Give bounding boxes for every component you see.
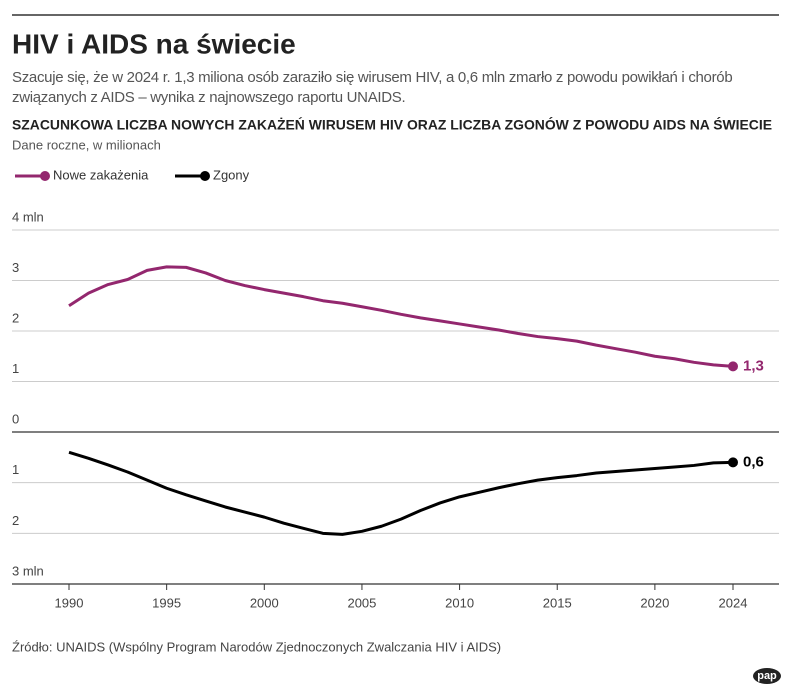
legend-label: Nowe zakażenia	[53, 167, 149, 182]
y-tick-label: 4 mln	[12, 209, 44, 224]
subtitle: Szacuje się, że w 2024 r. 1,3 miliona os…	[12, 69, 733, 106]
y-tick-label: 3	[12, 260, 19, 275]
end-dot	[728, 361, 738, 372]
y-tick-label: 0	[12, 411, 19, 426]
legend-dot	[200, 171, 210, 181]
x-tick-label: 2020	[640, 595, 669, 610]
x-tick-label: 2015	[543, 595, 572, 610]
legend-label: Zgony	[213, 167, 250, 182]
logo-badge	[753, 668, 781, 684]
x-tick-label: 2024	[719, 595, 748, 610]
end-dot	[728, 457, 738, 468]
series-line	[68, 450, 734, 536]
chart-heading: SZACUNKOWA LICZBA NOWYCH ZAKAŻEŃ WIRUSEM…	[12, 116, 772, 133]
logo: pap	[757, 670, 777, 682]
x-tick-label: 2010	[445, 595, 474, 610]
series-line	[68, 265, 734, 368]
end-label: 0,6	[743, 453, 764, 470]
y-tick-label: 2	[12, 513, 19, 528]
x-tick-label: 2000	[250, 595, 279, 610]
chart-subheading: Dane roczne, w milionach	[12, 137, 161, 152]
y-tick-label: 1	[12, 361, 19, 376]
x-tick-label: 2005	[347, 595, 376, 610]
y-tick-label: 1	[12, 462, 19, 477]
y-tick-label: 3 mln	[12, 563, 44, 578]
x-tick-label: 1990	[55, 595, 84, 610]
source: Źródło: UNAIDS (Wspólny Program Narodów …	[12, 639, 501, 654]
x-tick-label: 1995	[152, 595, 181, 610]
end-label: 1,3	[743, 357, 764, 374]
title: HIV i AIDS na świecie	[12, 28, 296, 59]
legend-dot	[40, 171, 50, 181]
y-tick-label: 2	[12, 310, 19, 325]
